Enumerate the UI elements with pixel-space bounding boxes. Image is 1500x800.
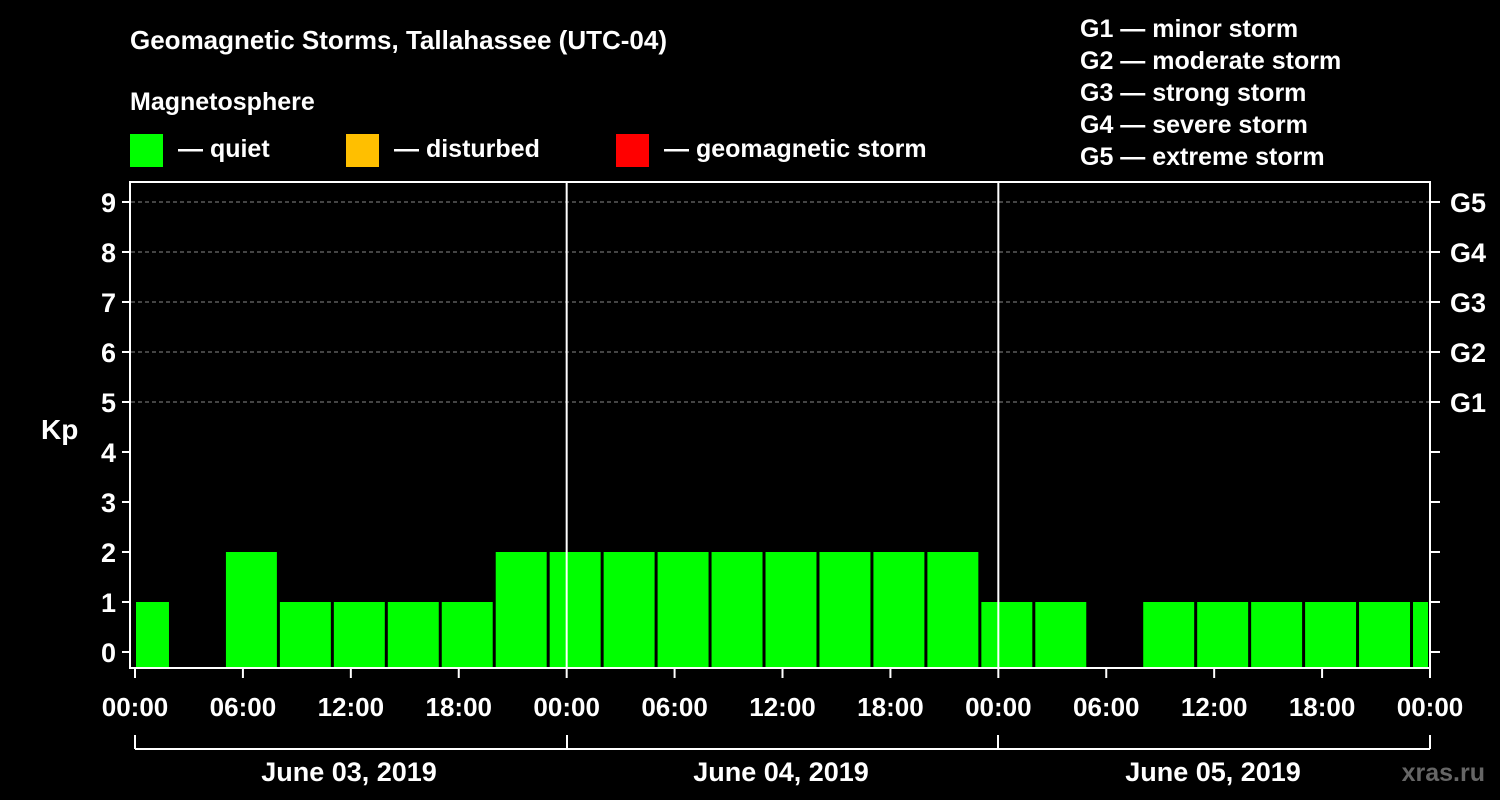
y-tick-label: 5 <box>101 388 116 418</box>
x-tick-label: 18:00 <box>1289 692 1356 722</box>
kp-bar <box>819 552 871 668</box>
x-tick-label: 06:00 <box>210 692 277 722</box>
x-ticks: 00:00 06:00 12:00 18:00 00:00 06:00 12:00 18:00… <box>102 668 1464 722</box>
kp-bar <box>711 552 763 668</box>
y-tick-label: 3 <box>101 488 116 518</box>
g-level-label: G2 <box>1450 338 1486 368</box>
day-label: June 03, 2019 <box>261 757 437 787</box>
chart-header: Geomagnetic Storms, Tallahassee (UTC-04)… <box>130 15 1341 171</box>
kp-bar <box>981 602 1033 668</box>
g-ticks: G1 G2 G3 G4 G5 <box>1430 188 1486 653</box>
g-scale-g4: G4 — severe storm <box>1080 111 1308 139</box>
g-scale-g1: G1 — minor storm <box>1080 15 1298 43</box>
kp-bar <box>441 602 493 668</box>
g-level-label: G4 <box>1450 238 1486 268</box>
kp-bar <box>1143 602 1195 668</box>
kp-bar <box>1305 602 1357 668</box>
legend-swatch-quiet <box>130 134 163 167</box>
day-label: June 05, 2019 <box>1125 757 1301 787</box>
g-scale-g2: G2 — moderate storm <box>1080 47 1341 75</box>
day-label: June 04, 2019 <box>693 757 869 787</box>
legend-label-storm: — geomagnetic storm <box>664 135 927 163</box>
kp-bar <box>765 552 817 668</box>
kp-bar <box>136 602 169 668</box>
kp-bar <box>1197 602 1249 668</box>
y-tick-label: 2 <box>101 538 116 568</box>
g-level-label: G5 <box>1450 188 1486 218</box>
kp-bar <box>927 552 979 668</box>
watermark: xras.ru <box>1402 759 1485 787</box>
x-tick-label: 00:00 <box>965 692 1032 722</box>
y-tick-label: 0 <box>101 638 116 668</box>
g-scale-g5: G5 — extreme storm <box>1080 143 1325 171</box>
g-level-label: G3 <box>1450 288 1486 318</box>
kp-bar <box>387 602 439 668</box>
x-tick-label: 00:00 <box>102 692 169 722</box>
legend-swatch-disturbed <box>346 134 379 167</box>
x-tick-label: 00:00 <box>533 692 600 722</box>
kp-bar <box>603 552 655 668</box>
legend-label-disturbed: — disturbed <box>394 135 540 163</box>
x-tick-label: 12:00 <box>749 692 816 722</box>
legend-label-quiet: — quiet <box>178 135 270 163</box>
kp-bar <box>549 552 601 668</box>
x-tick-label: 06:00 <box>641 692 708 722</box>
kp-bar <box>333 602 385 668</box>
y-tick-label: 1 <box>101 588 116 618</box>
x-tick-label: 06:00 <box>1073 692 1140 722</box>
y-axis-label: Kp <box>41 414 78 445</box>
y-tick-label: 8 <box>101 238 116 268</box>
kp-bar <box>495 552 547 668</box>
legend-heading: Magnetosphere <box>130 88 315 116</box>
kp-bar <box>873 552 925 668</box>
chart-title: Geomagnetic Storms, Tallahassee (UTC-04) <box>130 25 667 55</box>
y-tick-label: 9 <box>101 188 116 218</box>
kp-bar <box>225 552 277 668</box>
legend-swatch-storm <box>616 134 649 167</box>
x-tick-label: 00:00 <box>1397 692 1464 722</box>
y-ticks: 0 1 2 3 4 5 6 7 8 9 <box>101 188 130 668</box>
plot-frame <box>129 181 1431 669</box>
kp-bar <box>1035 602 1087 668</box>
day-dividers <box>565 182 1000 668</box>
x-tick-label: 18:00 <box>426 692 493 722</box>
y-tick-label: 7 <box>101 288 116 318</box>
x-tick-label: 12:00 <box>1181 692 1248 722</box>
y-tick-label: 4 <box>101 438 116 468</box>
x-tick-label: 18:00 <box>857 692 924 722</box>
g-level-label: G1 <box>1450 388 1486 418</box>
bars <box>136 552 1428 668</box>
g-scale-g3: G3 — strong storm <box>1080 79 1306 107</box>
kp-bar <box>1413 602 1428 668</box>
kp-bar <box>1251 602 1303 668</box>
kp-bar <box>279 602 331 668</box>
date-axis: June 03, 2019 June 04, 2019 June 05, 201… <box>134 735 1431 787</box>
x-tick-label: 12:00 <box>318 692 385 722</box>
kp-bar <box>657 552 709 668</box>
gridlines <box>131 201 1429 403</box>
kp-bar <box>1359 602 1411 668</box>
y-tick-label: 6 <box>101 338 116 368</box>
